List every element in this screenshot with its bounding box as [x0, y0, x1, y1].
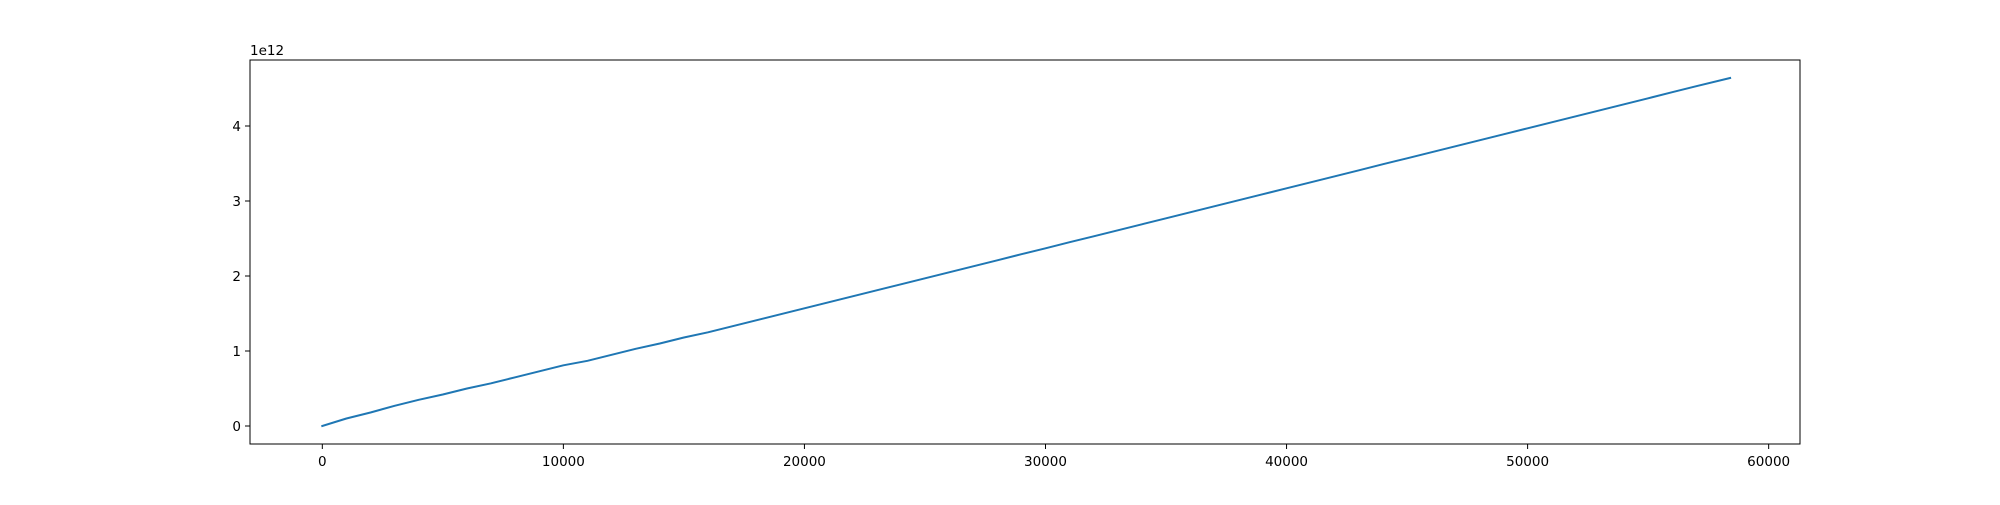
y-axis-offset-label: 1e12: [250, 43, 284, 59]
series-line: [321, 76, 1732, 428]
x-tick-label: 10000: [542, 454, 585, 470]
y-tick-label: 2: [232, 269, 241, 285]
x-axis-ticks: 0 10000 20000 30000 40000 50000 60000: [318, 444, 1790, 470]
x-tick-label: 50000: [1506, 454, 1549, 470]
y-tick-label: 1: [232, 344, 241, 360]
series-layer: [321, 76, 1732, 428]
x-tick-label: 30000: [1024, 454, 1067, 470]
x-tick-label: 20000: [783, 454, 826, 470]
y-tick-label: 3: [232, 194, 241, 210]
x-tick-label: 0: [318, 454, 327, 470]
axes-frame: [249, 59, 1801, 445]
x-tick-label: 60000: [1747, 454, 1790, 470]
y-tick-label: 4: [232, 119, 241, 135]
y-tick-label: 0: [232, 419, 241, 435]
x-tick-label: 40000: [1265, 454, 1308, 470]
y-axis-ticks: 0 1 2 3 4: [232, 119, 250, 435]
